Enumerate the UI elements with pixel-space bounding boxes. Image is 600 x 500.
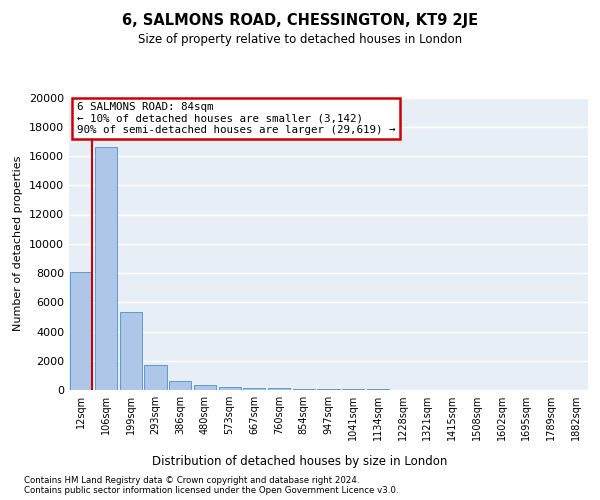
- Bar: [293, 389, 315, 390]
- Text: 6 SALMONS ROAD: 84sqm
← 10% of detached houses are smaller (3,142)
90% of semi-d: 6 SALMONS ROAD: 84sqm ← 10% of detached …: [77, 102, 395, 135]
- Bar: [243, 388, 265, 390]
- Text: Distribution of detached houses by size in London: Distribution of detached houses by size …: [152, 454, 448, 468]
- Text: Contains HM Land Registry data © Crown copyright and database right 2024.
Contai: Contains HM Land Registry data © Crown c…: [24, 476, 398, 495]
- Text: Size of property relative to detached houses in London: Size of property relative to detached ho…: [138, 32, 462, 46]
- Bar: [95, 147, 117, 390]
- Bar: [169, 381, 191, 390]
- Bar: [145, 365, 167, 390]
- Bar: [70, 272, 92, 390]
- Y-axis label: Number of detached properties: Number of detached properties: [13, 156, 23, 332]
- Bar: [218, 387, 241, 390]
- Bar: [317, 389, 340, 390]
- Bar: [268, 388, 290, 390]
- Bar: [119, 312, 142, 390]
- Bar: [194, 385, 216, 390]
- Text: 6, SALMONS ROAD, CHESSINGTON, KT9 2JE: 6, SALMONS ROAD, CHESSINGTON, KT9 2JE: [122, 12, 478, 28]
